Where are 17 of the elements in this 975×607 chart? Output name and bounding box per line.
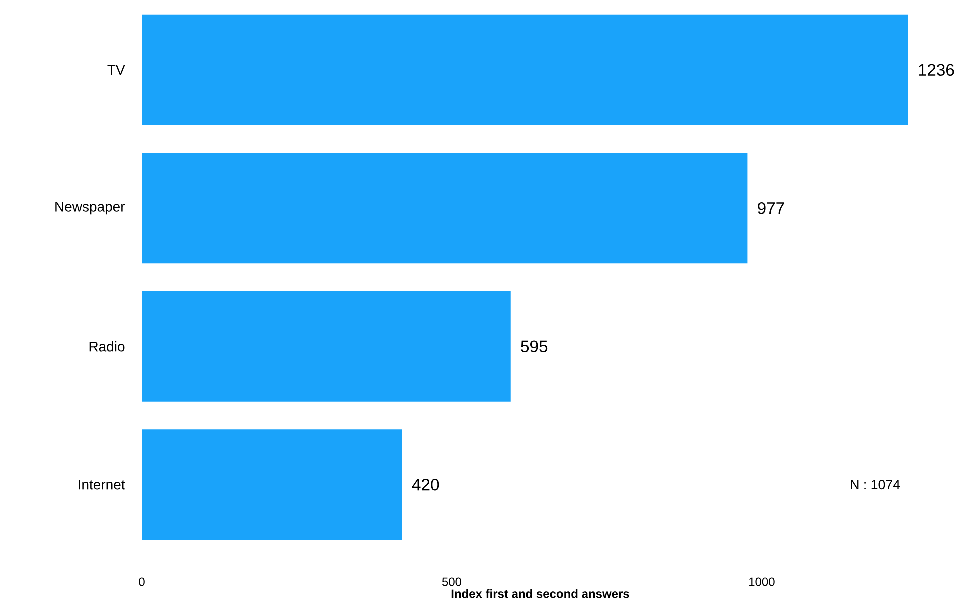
y-tick-label: Radio [90,341,125,352]
bar [142,291,511,402]
bar [142,153,748,264]
data-label: 977 [758,202,784,214]
y-tick-label: Internet [79,480,126,490]
data-label: 1236 [919,64,954,76]
x-tick-label: 0 [139,578,145,586]
x-axis-title: Index first and second answers [452,589,630,598]
bar [142,14,908,126]
data-label: 420 [412,478,440,491]
y-tick-label: Newspaper [56,202,126,215]
x-tick-label: 1000 [750,578,775,586]
y-tick-label: TV [108,65,126,75]
data-label: 595 [521,340,548,353]
x-tick-label: 500 [442,578,462,586]
bar [142,430,402,540]
annotation: N : 1074 [851,480,900,490]
